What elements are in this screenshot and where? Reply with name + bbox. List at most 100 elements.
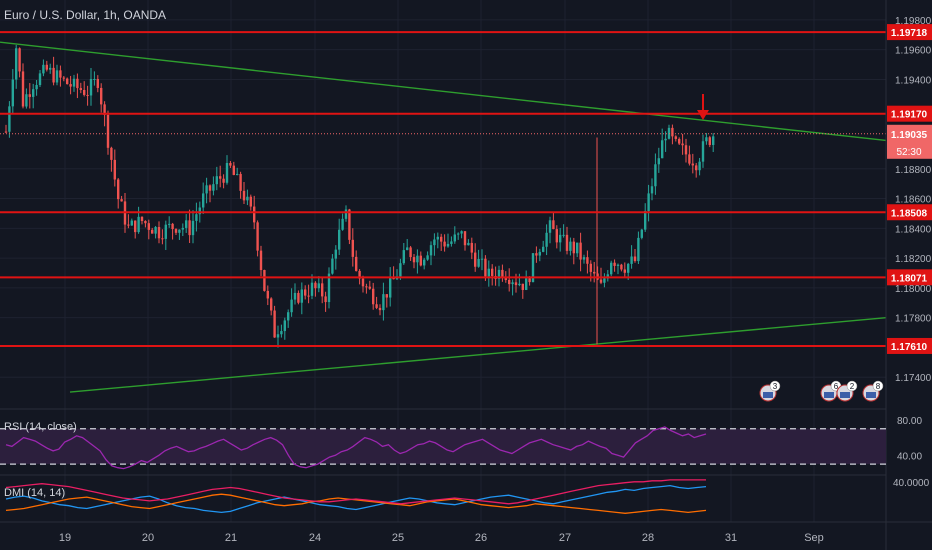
candle-body	[317, 283, 320, 289]
price-tick-label: 1.17800	[895, 314, 932, 325]
level-price-badge	[887, 105, 932, 122]
candle-body	[290, 299, 293, 313]
flag-stripe	[866, 392, 876, 398]
candle-body	[436, 236, 439, 240]
candle-body	[630, 256, 633, 264]
candle-body	[355, 256, 358, 271]
candle-body	[253, 206, 256, 223]
level-price-label: 1.19718	[891, 28, 928, 39]
candle-body	[616, 264, 620, 266]
candle-body	[171, 223, 174, 230]
candle-body	[232, 165, 235, 175]
candle-body	[576, 242, 579, 254]
candle-body	[382, 294, 385, 311]
candle-body	[280, 331, 283, 335]
candle-body	[565, 234, 569, 251]
candle-body	[103, 104, 106, 115]
candle-body	[698, 161, 701, 171]
candle-body	[599, 279, 603, 283]
candle-body	[654, 164, 657, 187]
candle-body	[375, 304, 378, 308]
candle-body	[15, 48, 18, 80]
time-tick-label: 26	[475, 532, 487, 544]
candle-body	[164, 224, 167, 239]
candle-body	[4, 131, 8, 133]
candle-body	[18, 48, 21, 72]
candle-body	[11, 79, 14, 107]
candle-body	[89, 79, 93, 96]
candle-body	[314, 282, 317, 289]
candle-body	[538, 251, 541, 256]
level-price-badge	[887, 269, 932, 286]
event-badges[interactable]: 3 6 2 8	[759, 380, 884, 402]
level-price-label: 1.18071	[891, 273, 928, 284]
candle-body	[304, 289, 307, 296]
candle-body	[35, 84, 38, 90]
current-price-line: 1.19035 52:30	[0, 124, 932, 159]
candle-body	[531, 253, 535, 283]
candle-body	[525, 278, 528, 290]
dmi-minus-line	[5, 493, 707, 514]
candle-body	[389, 277, 392, 298]
candle-body	[423, 259, 426, 266]
candle-body	[83, 90, 86, 95]
event-count-badge	[872, 380, 884, 392]
candle-body	[273, 310, 276, 338]
candle-body	[620, 264, 623, 270]
price-axis[interactable]: 1.19800 1.19600 1.19400 1.18800 1.18600 1.184…	[895, 16, 932, 384]
candle-body	[62, 77, 65, 79]
candle-body	[331, 258, 334, 274]
candle-body	[613, 262, 616, 266]
candle-body	[259, 250, 263, 271]
candle-body	[151, 229, 154, 234]
candle-body	[276, 334, 280, 338]
candle-body	[157, 227, 161, 239]
price-tick-label: 1.18200	[895, 254, 932, 265]
candle-body	[603, 278, 606, 283]
level-price-badge	[887, 204, 932, 221]
candle-body	[86, 94, 89, 96]
descending-trend-line[interactable]	[0, 41, 887, 142]
candle-body	[460, 231, 463, 234]
price-tick-label: 1.19400	[895, 75, 932, 86]
candle-body	[246, 196, 249, 201]
candle-body	[42, 64, 45, 74]
event-count-label: 3	[773, 382, 778, 391]
candle-body	[202, 193, 205, 208]
dmi-pane[interactable]: 40.0000	[5, 478, 930, 514]
candle-body	[93, 78, 96, 80]
rsi-tick-label: 80.00	[897, 416, 922, 427]
candle-body	[38, 73, 42, 85]
candle-body	[358, 270, 361, 279]
time-axis[interactable]: 19 20 21 24 25 26 27 28 31 Sep	[59, 532, 824, 544]
ascending-trend-line[interactable]	[69, 316, 887, 393]
candle-body	[307, 295, 310, 297]
flag-stripe	[840, 392, 850, 398]
candle-body	[341, 218, 344, 230]
trend-lines[interactable]	[0, 41, 887, 393]
candle-body	[664, 138, 667, 141]
price-tick-label: 1.18400	[895, 224, 932, 235]
rsi-pane[interactable]: 80.00 40.00	[0, 416, 922, 470]
candle-body	[110, 147, 113, 160]
candle-body	[378, 307, 382, 311]
candle-body	[21, 71, 25, 107]
event-count-badge	[769, 380, 781, 392]
candle-body	[222, 178, 225, 183]
down-arrow-annotation[interactable]	[697, 94, 709, 120]
candle-body	[426, 255, 429, 260]
price-tick-label: 1.18600	[895, 195, 932, 206]
candle-body	[55, 70, 59, 83]
candle-body	[208, 185, 212, 191]
candle-body	[49, 67, 52, 70]
candle-body	[650, 186, 654, 194]
candle-body	[79, 88, 82, 91]
candle-body	[514, 282, 518, 286]
candle-body	[249, 196, 252, 207]
event-count-label: 8	[876, 382, 881, 391]
horizontal-levels[interactable]: 1.19718 1.19170 1.18508 1.18071 1.17610	[0, 24, 932, 354]
candle-body	[463, 231, 467, 246]
time-tick-label: 28	[642, 532, 654, 544]
